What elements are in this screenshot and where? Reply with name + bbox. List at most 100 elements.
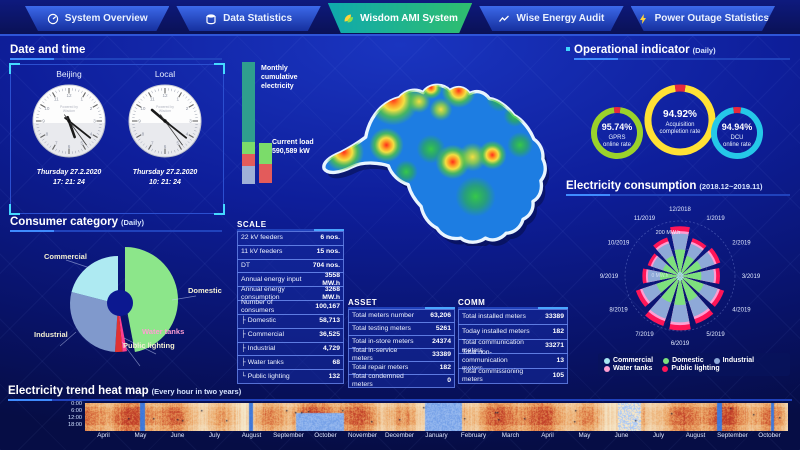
svg-text:4/2019: 4/2019 [732, 308, 751, 314]
svg-text:5: 5 [176, 141, 179, 146]
row-label: Annual energy consumption [241, 285, 285, 301]
row-value: 100,167 [315, 303, 340, 311]
bolt-icon [637, 13, 649, 25]
row-value: 3558 MW.h [322, 271, 340, 287]
bar-segment [259, 164, 272, 183]
row-value: 68 [332, 358, 340, 366]
top-navbar: System Overview Data Statistics Wisdom AMI… [0, 0, 800, 36]
bar-segment [259, 143, 272, 164]
svg-text:2: 2 [90, 106, 93, 111]
tab-power-outage-statistics[interactable]: Power Outage Statistics [631, 6, 775, 31]
bullet-decoration [566, 47, 570, 51]
row-value: 4,729 [322, 344, 340, 352]
time-tick-label: 0:00 [71, 401, 82, 407]
svg-text:6: 6 [164, 144, 167, 149]
legend-label: Water tanks [613, 365, 653, 372]
row-label: Total in-store meters [352, 338, 414, 345]
tab-wisdom-ami-system[interactable]: Wisdom AMI System [328, 3, 472, 33]
pie-label-domestic: Domestic [188, 286, 222, 295]
tab-data-statistics[interactable]: Data Statistics [176, 6, 320, 31]
bar-segment [242, 166, 255, 184]
table-row: Total installed meters 33389 [458, 309, 568, 325]
row-value: 3268 MW.h [322, 285, 340, 301]
svg-text:3: 3 [189, 119, 192, 124]
corner-decoration [214, 63, 225, 74]
consumer-underline [10, 230, 222, 232]
month-label: December [384, 432, 415, 439]
svg-text:9: 9 [138, 119, 141, 124]
asset-table-title: ASSET [348, 298, 378, 307]
clock-date: Thursday 27.2.2020 [36, 169, 102, 176]
bar-segment [242, 142, 255, 154]
row-label: Total installed meters [462, 312, 526, 320]
legend-item-public-lighting: Public lighting [662, 365, 720, 372]
consumption-title: Electricity consumption (2018.12~2019.11) [566, 180, 763, 193]
operational-title: Operational indicator (Daily) [574, 44, 716, 57]
month-label: May [134, 432, 147, 439]
corner-decoration [214, 204, 225, 215]
operational-underline [574, 58, 790, 60]
asset-underline [348, 307, 455, 309]
current-load-value: 590,589 kW [272, 148, 310, 155]
row-label: Number of consumers [241, 299, 275, 315]
svg-text:4: 4 [90, 131, 93, 136]
row-value: 58,713 [319, 317, 340, 325]
row-label: Total meters number [352, 312, 414, 319]
row-label: └ Public lighting [241, 372, 290, 380]
month-label: August [685, 432, 706, 439]
month-label: February [460, 432, 487, 439]
consumption-title-text: Electricity consumption [566, 180, 697, 192]
row-label: ├ Water tanks [241, 358, 284, 366]
svg-text:12: 12 [162, 93, 168, 98]
legend-dot [663, 357, 670, 364]
tab-system-overview[interactable]: System Overview [25, 6, 169, 31]
legend-dot [662, 365, 669, 372]
legend-dot [604, 365, 610, 372]
svg-text:online rate: online rate [723, 142, 752, 148]
svg-text:5/2019: 5/2019 [706, 332, 725, 338]
row-value: 182 [439, 364, 451, 371]
row-value: 5261 [435, 325, 451, 332]
time-tick-label: 12:00 [68, 415, 82, 421]
month-label: March [501, 432, 520, 439]
comm-table-title: COMM [458, 298, 486, 307]
corner-decoration [9, 204, 20, 215]
tab-wise-energy-audit[interactable]: Wise Energy Audit [479, 6, 623, 31]
svg-text:11: 11 [54, 97, 59, 102]
month-label: July [208, 432, 221, 439]
table-row: Total condemned meters 0 [348, 373, 455, 388]
svg-text:200 MW.h: 200 MW.h [656, 230, 681, 236]
scale-table: 22 kV feeders 6 nos. 11 kV feeders 15 nos. D… [237, 231, 344, 384]
svg-text:94.92%: 94.92% [663, 109, 697, 120]
svg-text:7: 7 [151, 141, 154, 146]
operational-subtitle: (Daily) [692, 46, 716, 55]
row-label: Total commissioning meters [462, 368, 524, 384]
table-row: ├ Domestic 58,713 [237, 313, 344, 329]
current-load-label: Current load 590,589 kW [272, 138, 332, 156]
monthly-bar-label: Monthly cumulative electricity [261, 65, 298, 90]
load-bars: Monthly cumulative electricity Current l… [242, 62, 352, 188]
svg-text:9: 9 [42, 119, 45, 124]
consumption-rose-chart: 12/2018 1/2019 2/2019 3/2019 4/2019 5/2019 6/2… [600, 207, 761, 347]
svg-text:9/2019: 9/2019 [600, 274, 619, 280]
row-label: 11 kV feeders [241, 248, 283, 256]
table-row: Total meters number 63,206 [348, 309, 455, 323]
consumption-subtitle: (2018.12~2019.11) [699, 182, 763, 191]
clock-beijing: Beijing 1 2 3 4 5 6 7 8 9 10 11 12 Powered by Wisdom Th… [21, 69, 117, 188]
table-row: ├ Industrial 4,729 [237, 341, 344, 357]
comm-underline [458, 307, 568, 309]
datetime-underline [10, 58, 222, 60]
tab-label: Wise Energy Audit [516, 13, 605, 24]
month-label: January [425, 432, 448, 439]
clock-time: 17: 21: 24 [53, 179, 85, 186]
tab-label: Data Statistics [223, 13, 293, 24]
svg-text:6/2019: 6/2019 [671, 341, 690, 347]
heatmap-month-axis: April May June July August September October No… [85, 432, 788, 439]
svg-text:94.94%: 94.94% [722, 122, 753, 132]
month-label: August [241, 432, 262, 439]
svg-text:2: 2 [186, 106, 189, 111]
